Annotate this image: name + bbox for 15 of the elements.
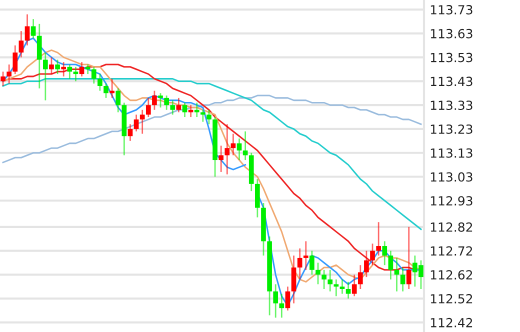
y-tick-label: 113.03 [430,172,472,182]
y-tick-label: 113.73 [430,5,472,14]
y-tick-label: 112.62 [430,270,472,280]
y-tick-label: 113.43 [430,76,472,86]
y-tick-label: 113.23 [430,124,472,134]
y-tick-label: 113.53 [430,52,472,62]
y-tick-label: 112.82 [430,222,472,232]
y-tick-label: 112.93 [430,196,472,206]
y-tick-label: 113.13 [430,148,472,158]
y-tick-label: 112.72 [430,246,472,256]
y-tick-label: 112.52 [430,294,472,304]
y-tick-label: 113.63 [430,28,472,38]
y-tick-label: 112.42 [430,318,472,328]
y-tick-label: 113.33 [430,100,472,110]
line-series [2,94,422,164]
